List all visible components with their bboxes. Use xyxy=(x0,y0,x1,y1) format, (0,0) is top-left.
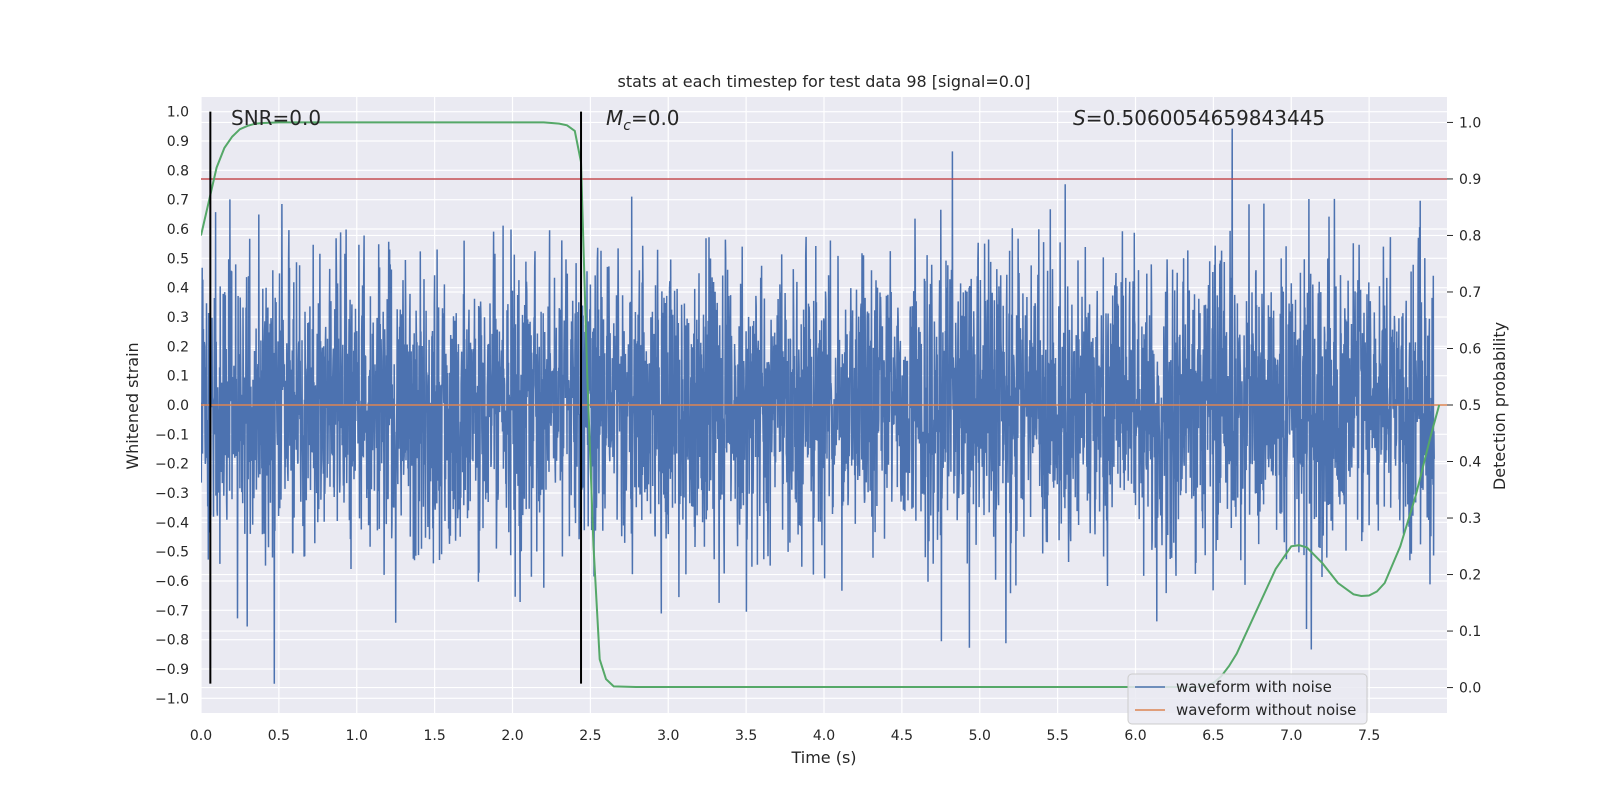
score-symbol: S xyxy=(1073,106,1086,130)
y-left-tick-label: 0.3 xyxy=(167,310,189,326)
y-left-tick-label: 0.6 xyxy=(167,222,189,238)
y-left-axis-label: Whitened strain xyxy=(123,342,142,469)
series-waveform-with-noise xyxy=(201,128,1435,684)
y-left-tick-label: −0.6 xyxy=(155,574,189,590)
y-right-axis-ticks: 1.0 0.9 0.8 0.7 0.6 0.5 0.4 0.3 0.2 0.1 0.0 xyxy=(1447,115,1481,697)
x-tick-label: 4.5 xyxy=(891,728,913,744)
chirp-mass-value: =0.0 xyxy=(631,106,680,130)
vertical-markers xyxy=(209,111,583,684)
x-tick-label: 3.0 xyxy=(657,728,679,744)
y-left-tick-label: 0.2 xyxy=(167,339,189,355)
x-axis-ticks: 0.0 0.5 1.0 1.5 2.0 2.5 3.0 3.5 4.0 4.5 5.0 5.5 6.0 6… xyxy=(190,728,1380,744)
x-tick-label: 0.0 xyxy=(190,728,212,744)
x-tick-label: 0.5 xyxy=(268,728,290,744)
y-left-tick-label: −0.5 xyxy=(155,545,189,561)
y-left-tick-label: 1.0 xyxy=(167,105,189,121)
y-left-tick-label: −0.7 xyxy=(155,603,189,619)
legend-label-waveform-without-noise: waveform without noise xyxy=(1176,701,1356,719)
score-value: =0.5060054659843445 xyxy=(1086,106,1325,130)
legend-label-waveform-with-noise: waveform with noise xyxy=(1176,678,1332,696)
snr-annotation: SNR=0.0 xyxy=(231,106,321,130)
legend: waveform with noise waveform without noi… xyxy=(1127,673,1368,725)
y-right-tick-label: 0.1 xyxy=(1459,624,1481,640)
y-left-tick-label: 0.8 xyxy=(167,163,189,179)
chart-title: stats at each timestep for test data 98 … xyxy=(618,72,1031,91)
x-axis-label: Time (s) xyxy=(790,748,856,767)
x-tick-label: 5.5 xyxy=(1046,728,1068,744)
x-tick-label: 2.5 xyxy=(579,728,601,744)
series-detection-probability xyxy=(201,121,1441,688)
score-annotation: S=0.5060054659843445 xyxy=(1073,106,1325,130)
x-tick-label: 3.5 xyxy=(735,728,757,744)
x-tick-label: 1.5 xyxy=(423,728,445,744)
y-left-tick-label: 0.7 xyxy=(167,193,189,209)
y-left-tick-label: −0.3 xyxy=(155,486,189,502)
y-left-tick-label: −0.8 xyxy=(155,633,189,649)
y-right-tick-label: 1.0 xyxy=(1459,115,1481,131)
y-right-tick-label: 0.4 xyxy=(1459,455,1481,471)
y-right-tick-label: 0.8 xyxy=(1459,228,1481,244)
y-left-tick-label: 0.0 xyxy=(167,398,189,414)
x-tick-label: 7.0 xyxy=(1280,728,1302,744)
y-right-tick-label: 0.6 xyxy=(1459,341,1481,357)
y-right-axis-label: Detection probability xyxy=(1490,322,1509,490)
x-tick-label: 4.0 xyxy=(813,728,835,744)
y-left-tick-label: 0.4 xyxy=(167,281,189,297)
y-left-tick-label: −0.4 xyxy=(155,515,189,531)
x-tick-label: 6.5 xyxy=(1202,728,1224,744)
x-tick-label: 2.0 xyxy=(501,728,523,744)
y-left-tick-label: 0.5 xyxy=(167,251,189,267)
y-left-tick-label: −0.9 xyxy=(155,662,189,678)
y-right-tick-label: 0.2 xyxy=(1459,568,1481,584)
chirp-mass-subscript: c xyxy=(623,118,631,134)
y-right-tick-label: 0.7 xyxy=(1459,285,1481,301)
x-tick-label: 6.0 xyxy=(1124,728,1146,744)
y-left-tick-label: −1.0 xyxy=(155,691,189,707)
x-tick-label: 7.5 xyxy=(1358,728,1380,744)
chirp-mass-annotation: Mc=0.0 xyxy=(606,106,680,134)
y-left-axis-ticks: 1.0 0.9 0.8 0.7 0.6 0.5 0.4 0.3 0.2 0.1 0.0 −0.1 −0.… xyxy=(155,105,189,708)
legend-box xyxy=(1127,673,1368,725)
y-right-tick-label: 0.5 xyxy=(1459,398,1481,414)
y-left-tick-label: −0.1 xyxy=(155,427,189,443)
y-left-tick-label: 0.9 xyxy=(167,134,189,150)
y-left-tick-label: −0.2 xyxy=(155,457,189,473)
y-right-tick-label: 0.0 xyxy=(1459,681,1481,697)
x-tick-label: 1.0 xyxy=(346,728,368,744)
x-tick-label: 5.0 xyxy=(969,728,991,744)
y-left-tick-label: 0.1 xyxy=(167,369,189,385)
y-right-tick-label: 0.9 xyxy=(1459,172,1481,188)
y-right-tick-label: 0.3 xyxy=(1459,511,1481,527)
chirp-mass-symbol: M xyxy=(606,106,623,130)
